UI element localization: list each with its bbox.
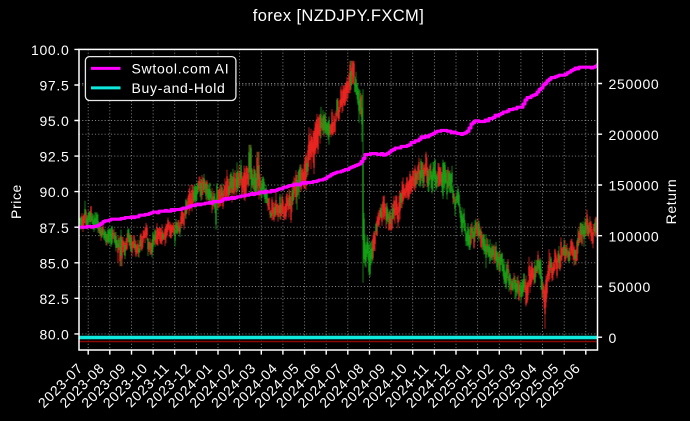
svg-text:Return: Return: [663, 179, 679, 225]
svg-text:90.0: 90.0: [39, 184, 69, 200]
svg-text:80.0: 80.0: [39, 327, 69, 343]
svg-text:Swtool.com AI: Swtool.com AI: [132, 60, 230, 76]
svg-text:82.5: 82.5: [39, 291, 69, 307]
svg-text:100.0: 100.0: [31, 42, 70, 58]
svg-text:50000: 50000: [609, 279, 651, 295]
svg-text:100000: 100000: [609, 228, 660, 244]
svg-text:150000: 150000: [609, 178, 660, 194]
svg-text:95.0: 95.0: [39, 113, 69, 129]
svg-text:200000: 200000: [609, 127, 660, 143]
svg-text:Price: Price: [8, 184, 24, 219]
svg-text:85.0: 85.0: [39, 255, 69, 271]
svg-text:92.5: 92.5: [39, 149, 69, 165]
svg-text:97.5: 97.5: [39, 78, 69, 94]
svg-text:0: 0: [609, 330, 618, 346]
svg-text:87.5: 87.5: [39, 220, 69, 236]
svg-text:250000: 250000: [609, 76, 660, 92]
svg-text:forex [NZDJPY.FXCM]: forex [NZDJPY.FXCM]: [253, 7, 424, 25]
svg-text:Buy-and-Hold: Buy-and-Hold: [132, 80, 226, 96]
